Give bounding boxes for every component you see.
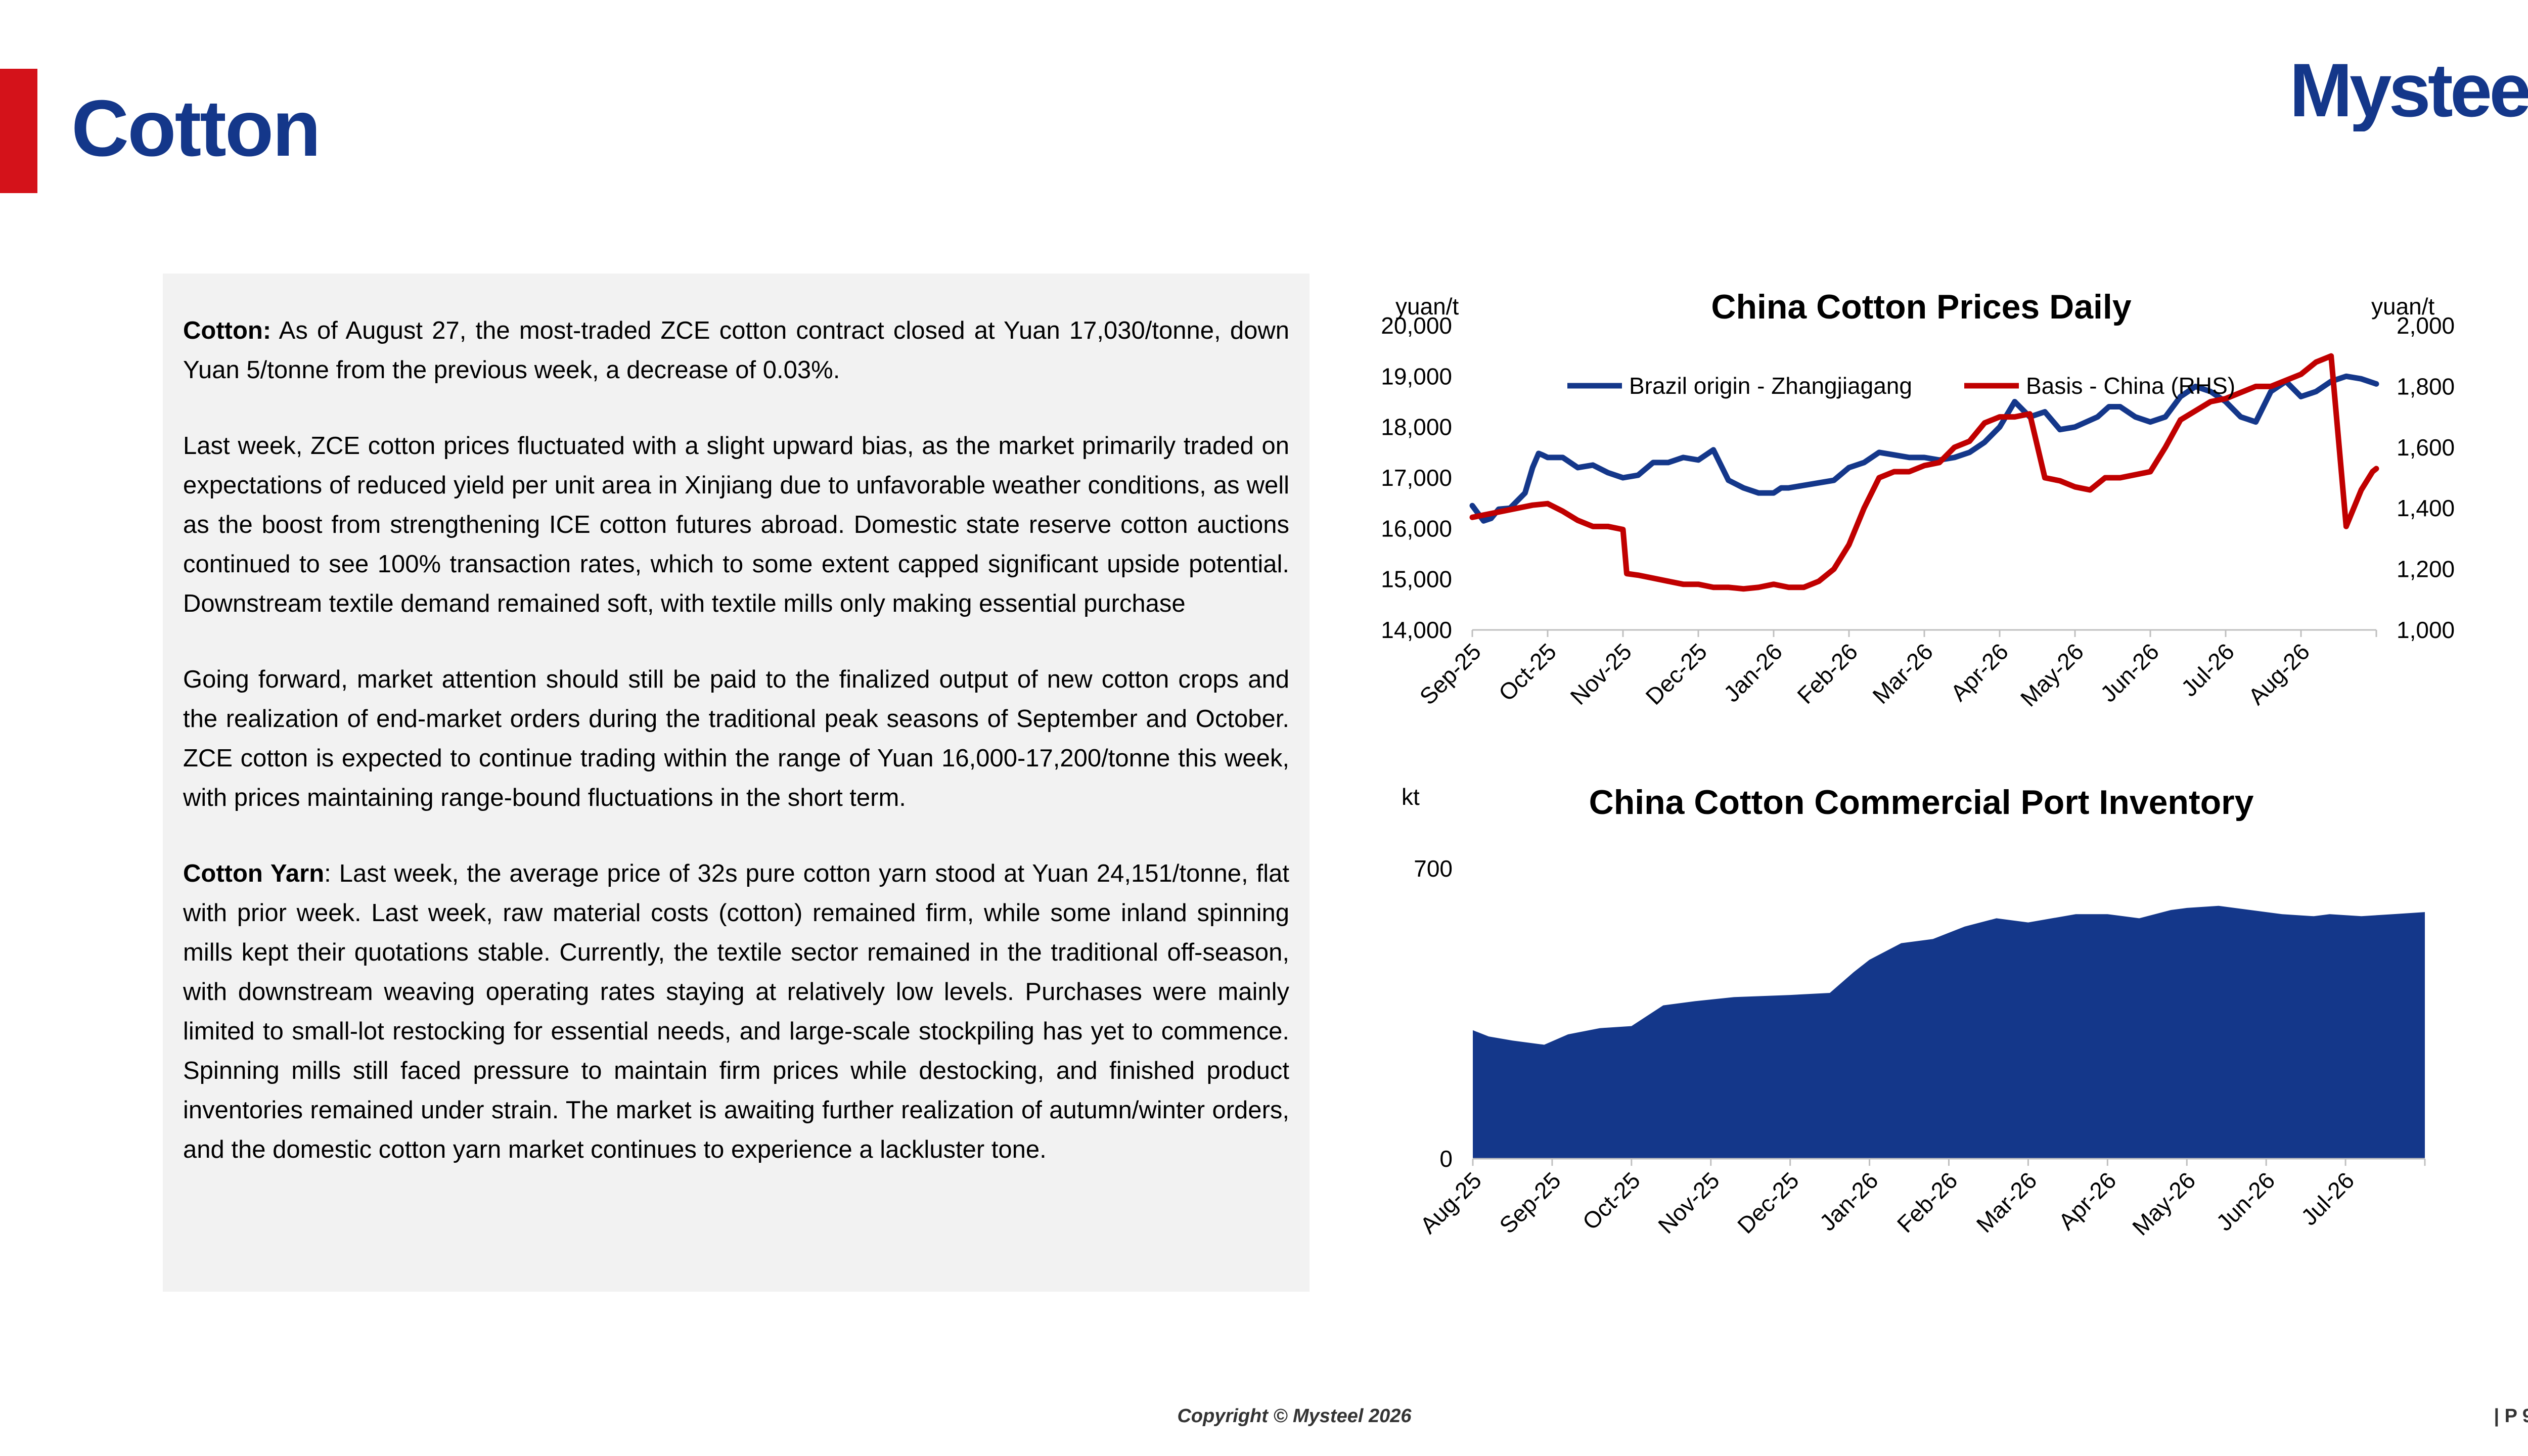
y-axis-unit-left: yuan/t <box>1395 293 1459 320</box>
legend-label: Brazil origin - Zhangjiagang <box>1629 373 1912 399</box>
x-tick-label: Oct-25 <box>1577 1167 1645 1235</box>
x-tick-label: May-26 <box>2127 1167 2200 1240</box>
x-tick-label: Oct-25 <box>1494 638 1561 706</box>
x-tick-label: Nov-25 <box>1565 638 1637 710</box>
y-tick-label-left: 18,000 <box>1381 414 1452 440</box>
x-tick-label: Jan-26 <box>1719 638 1787 707</box>
x-tick-label: Apr-26 <box>1946 638 2013 706</box>
x-tick-label: Dec-25 <box>1640 638 1712 710</box>
cotton-yarn-summary: : Last week, the average price of 32s pu… <box>183 860 1289 1163</box>
chart-title: China Cotton Prices Daily <box>1711 288 2131 326</box>
logo-text: Mysteel <box>2289 48 2528 131</box>
port-inventory-chart: China Cotton Commercial Port Inventory kt… <box>1402 783 2426 1241</box>
y-axis-unit: kt <box>1402 784 1420 810</box>
x-tick-label: Jun-26 <box>2211 1167 2280 1236</box>
x-tick-label: Aug-25 <box>1415 1167 1486 1239</box>
x-tick-label: Sep-25 <box>1414 638 1486 710</box>
x-tick-label: Jan-26 <box>1814 1167 1883 1236</box>
cotton-prices-chart: China Cotton Prices Daily yuan/t yuan/t 14,… <box>1381 288 2455 712</box>
y-tick-label-left: 15,000 <box>1381 566 1452 593</box>
y-axis-unit-right: yuan/t <box>2371 293 2435 320</box>
x-tick-label: Jun-26 <box>2095 638 2164 707</box>
x-tick-label: Feb-26 <box>1792 638 1863 709</box>
commentary-paragraph: Cotton: As of August 27, the most-traded… <box>183 311 1289 390</box>
y-tick-label-left: 20,000 <box>1381 312 1452 339</box>
title-accent-bar <box>0 69 37 193</box>
y-tick-label-right: 2,000 <box>2397 312 2455 339</box>
legend-label: Basis - China (RHS) <box>2026 373 2235 399</box>
x-tick-label: Mar-26 <box>1971 1167 2042 1238</box>
page-title: Cotton <box>71 84 321 173</box>
y-tick-label-left: 19,000 <box>1381 363 1452 389</box>
commentary-paragraph: Going forward, market attention should s… <box>183 666 1289 811</box>
y-tick-label-left: 14,000 <box>1381 617 1452 643</box>
series-line <box>1469 353 2379 592</box>
y-tick-label-left: 17,000 <box>1381 465 1452 491</box>
cotton-summary: As of August 27, the most-traded ZCE cot… <box>183 317 1289 384</box>
chart-title: China Cotton Commercial Port Inventory <box>1589 783 2254 822</box>
page-number: | P 9 <box>2494 1405 2528 1427</box>
y-tick-label-right: 1,400 <box>2397 495 2455 521</box>
x-tick-label: Apr-26 <box>2053 1167 2121 1235</box>
y-tick-label: 0 <box>1439 1146 1453 1172</box>
cotton-yarn-label: Cotton Yarn <box>183 860 325 887</box>
x-tick-label: Jul-26 <box>2176 638 2239 701</box>
x-tick-label: Dec-25 <box>1732 1167 1804 1239</box>
y-tick-label-right: 1,000 <box>2397 617 2455 643</box>
cotton-label: Cotton: <box>183 317 272 344</box>
y-tick-label: 700 <box>1414 855 1453 882</box>
y-tick-label-right: 1,600 <box>2397 434 2455 461</box>
x-tick-label: Jul-26 <box>2296 1167 2359 1230</box>
commentary-panel: Cotton: As of August 27, the most-traded… <box>163 274 1310 1292</box>
x-tick-label: Feb-26 <box>1892 1167 1963 1238</box>
commentary-paragraph: Cotton Yarn: Last week, the average pric… <box>183 854 1289 1169</box>
x-tick-label: May-26 <box>2015 638 2089 711</box>
x-tick-label: Nov-25 <box>1653 1167 1725 1239</box>
y-tick-label-right: 1,200 <box>2397 556 2455 582</box>
y-tick-label-right: 1,800 <box>2397 373 2455 399</box>
x-tick-label: Aug-26 <box>2243 638 2315 710</box>
inventory-area <box>1473 905 2425 1159</box>
commentary-paragraph: Last week, ZCE cotton prices fluctuated … <box>183 432 1289 617</box>
y-tick-label-left: 16,000 <box>1381 515 1452 541</box>
series-line <box>1469 373 2379 524</box>
x-tick-label: Mar-26 <box>1867 638 1938 709</box>
mysteel-logo: Mysteel <box>2289 48 2528 131</box>
x-tick-label: Sep-25 <box>1494 1167 1566 1239</box>
copyright-footer: Copyright © Mysteel 2026 <box>1177 1405 1412 1427</box>
